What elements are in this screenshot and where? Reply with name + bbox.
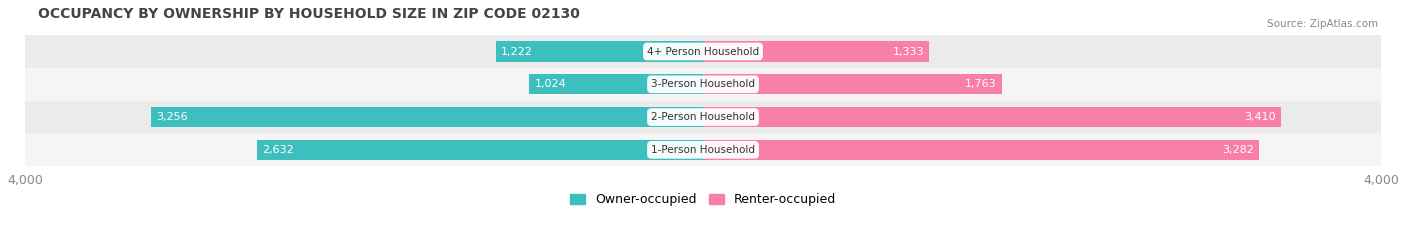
Bar xyxy=(25,134,1381,166)
Text: Source: ZipAtlas.com: Source: ZipAtlas.com xyxy=(1267,19,1378,29)
Text: 1,024: 1,024 xyxy=(534,79,567,89)
Bar xyxy=(150,107,703,127)
Text: 1-Person Household: 1-Person Household xyxy=(651,145,755,155)
Bar xyxy=(257,140,703,160)
Bar xyxy=(530,74,703,94)
Text: 2,632: 2,632 xyxy=(262,145,294,155)
Text: 1,333: 1,333 xyxy=(893,47,924,56)
Text: 3,282: 3,282 xyxy=(1222,145,1254,155)
Bar xyxy=(25,35,1381,68)
Bar xyxy=(703,74,1002,94)
Bar xyxy=(703,107,1281,127)
Bar xyxy=(703,140,1260,160)
Text: 1,763: 1,763 xyxy=(965,79,997,89)
Text: 3,410: 3,410 xyxy=(1244,112,1277,122)
Text: 3,256: 3,256 xyxy=(156,112,188,122)
Bar xyxy=(496,41,703,62)
Text: 1,222: 1,222 xyxy=(501,47,533,56)
Text: 4+ Person Household: 4+ Person Household xyxy=(647,47,759,56)
Legend: Owner-occupied, Renter-occupied: Owner-occupied, Renter-occupied xyxy=(565,188,841,212)
Text: 2-Person Household: 2-Person Household xyxy=(651,112,755,122)
Bar xyxy=(703,41,929,62)
Text: 3-Person Household: 3-Person Household xyxy=(651,79,755,89)
Bar xyxy=(25,101,1381,134)
Text: OCCUPANCY BY OWNERSHIP BY HOUSEHOLD SIZE IN ZIP CODE 02130: OCCUPANCY BY OWNERSHIP BY HOUSEHOLD SIZE… xyxy=(38,7,581,21)
Bar xyxy=(25,68,1381,101)
